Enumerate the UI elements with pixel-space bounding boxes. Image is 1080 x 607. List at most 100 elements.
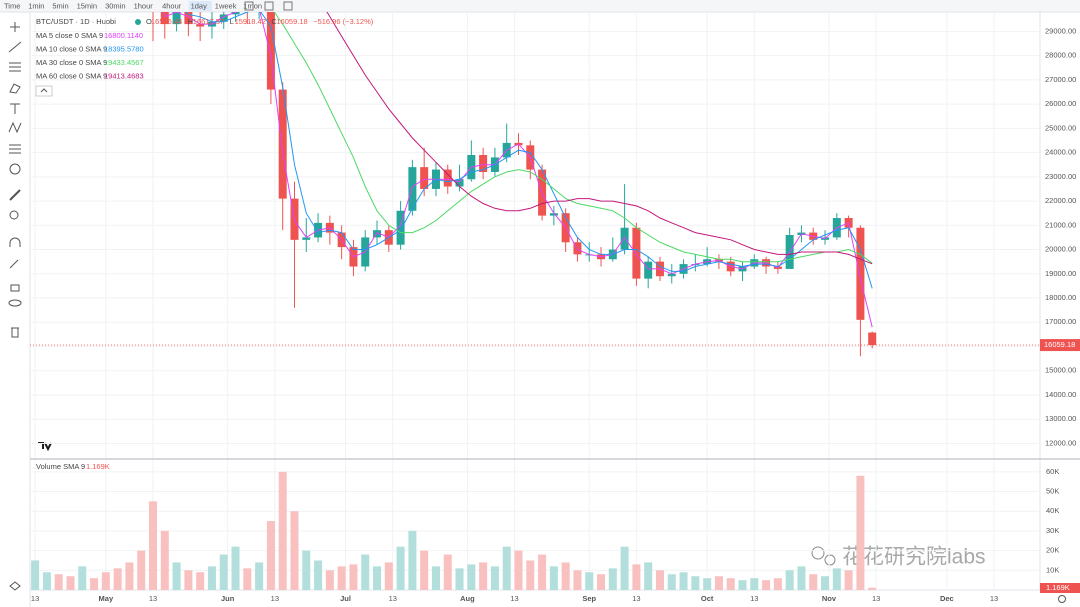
x-tick-label: 13 [872, 594, 880, 603]
price-grid [30, 12, 1040, 590]
volume-bar [667, 574, 676, 590]
candle-body [266, 12, 275, 90]
y-tick-label: 22000.00 [1045, 196, 1076, 205]
toolbar-button[interactable]: 30min [105, 1, 125, 10]
toolbar-button[interactable]: 1week [215, 1, 237, 10]
toolbar-icon[interactable] [264, 1, 274, 11]
tool-zoom[interactable] [9, 210, 19, 220]
volume-bar [101, 572, 110, 590]
toolbar-icon[interactable] [283, 1, 293, 11]
volume-bar [655, 570, 664, 590]
volume-bar [420, 550, 429, 590]
tool-layers[interactable] [9, 581, 21, 591]
tool-lock-draw[interactable] [9, 259, 19, 269]
volume-bar [762, 580, 771, 590]
volume-bar [691, 576, 700, 590]
toolbar-button[interactable]: 5min [52, 1, 68, 10]
x-tick-label: Jun [221, 594, 235, 603]
x-tick-label: Aug [460, 594, 475, 603]
ohlc-value: 16617.57 [193, 17, 224, 26]
candles [152, 12, 877, 357]
y-tick-label: 27000.00 [1045, 75, 1076, 84]
volume-bar [703, 578, 712, 590]
toolbar-button[interactable]: 1hour [134, 1, 154, 10]
volume-bar [585, 572, 594, 590]
volume-legend-value: 1.169K [86, 462, 110, 471]
tool-trendline[interactable] [8, 41, 22, 53]
volume-bar [384, 562, 393, 590]
volume-tick-label: 10K [1046, 565, 1059, 574]
volume-bar [526, 560, 535, 590]
tool-ruler[interactable] [9, 189, 21, 201]
x-tick-label: Jul [340, 594, 351, 603]
volume-bar [620, 546, 629, 590]
ma-line [185, 12, 873, 289]
toolbar-button[interactable]: 1min [28, 1, 44, 10]
volume-bar [42, 572, 51, 590]
collapse-button[interactable] [35, 85, 53, 97]
candle-body [219, 14, 228, 22]
tool-eye[interactable] [8, 299, 22, 307]
y-tick-label: 26000.00 [1045, 99, 1076, 108]
volume-bar [632, 564, 641, 590]
toolbar-button[interactable]: 1day [191, 1, 208, 10]
volume-bar [644, 562, 653, 590]
tool-magnet[interactable] [9, 237, 21, 247]
x-tick-label: 13 [750, 594, 758, 603]
volume-bar [750, 578, 759, 590]
wm-icon-b [824, 554, 836, 566]
volume-bar [809, 574, 818, 590]
volume-bar [160, 530, 169, 590]
volume-bar [373, 566, 382, 590]
toolbar-icon[interactable] [244, 1, 254, 11]
volume-bar [255, 562, 264, 590]
x-tick-label: 13 [510, 594, 518, 603]
y-tick-label: 12000.00 [1045, 438, 1076, 447]
ohlc-value: 15918.42 [235, 17, 266, 26]
volume-tick-label: 30K [1046, 526, 1059, 535]
eye-dot [135, 19, 141, 25]
candle-body [184, 12, 193, 25]
volume-bar [290, 511, 299, 590]
tool-trash[interactable] [11, 327, 19, 338]
volume-bar [207, 566, 216, 590]
volume-bar [361, 554, 370, 590]
candle-body [231, 12, 240, 15]
volume-bar [184, 570, 193, 590]
tool-pattern[interactable] [8, 121, 22, 134]
ohlc-value: 16059.18 [276, 17, 307, 26]
tool-emoji[interactable] [9, 163, 21, 175]
volume-bar [337, 566, 346, 590]
candle-body [278, 89, 287, 199]
x-tick-label: 13 [149, 594, 157, 603]
tool-crosshair[interactable] [10, 22, 20, 32]
last-volume-label: 1.169K [1046, 583, 1070, 592]
volume-bar [219, 554, 228, 590]
candle-body [396, 210, 405, 245]
toolbar-button[interactable]: 4hour [162, 1, 182, 10]
tool-text[interactable] [10, 103, 20, 114]
watermark-text: 花花研究院labs [842, 546, 986, 569]
tool-brush[interactable] [9, 83, 21, 94]
candle-body [549, 213, 558, 216]
y-tick-label: 24000.00 [1045, 148, 1076, 157]
ohlc-value: 16576.44 [151, 17, 182, 26]
y-tick-label: 15000.00 [1045, 366, 1076, 375]
volume-bar [561, 562, 570, 590]
candle-body [573, 242, 582, 255]
ma-legend-value: 19413.4683 [104, 71, 144, 80]
volume-bar [773, 578, 782, 590]
toolbar-button[interactable]: Time [4, 1, 20, 10]
candle-body [479, 155, 488, 172]
volume-bar [868, 587, 877, 590]
ma-legend-name: MA 60 close 0 SMA 9 [36, 71, 107, 80]
toolbar-button[interactable]: 15min [77, 1, 97, 10]
tool-lock[interactable] [10, 284, 20, 292]
volume-tick-label: 40K [1046, 506, 1059, 515]
tool-fib[interactable] [9, 62, 21, 72]
volume-bar [278, 471, 287, 590]
tool-predict[interactable] [9, 144, 21, 154]
watermark [811, 546, 836, 566]
settings-icon[interactable] [1058, 595, 1066, 603]
